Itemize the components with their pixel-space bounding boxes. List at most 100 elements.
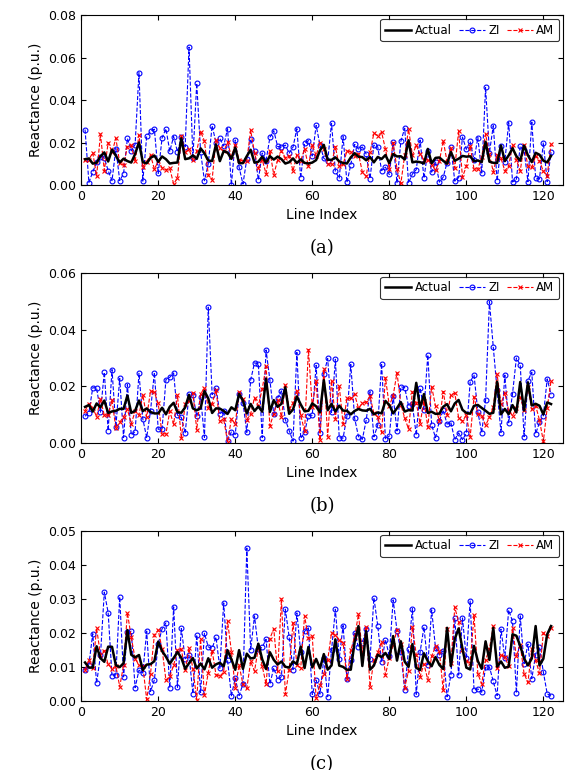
- Y-axis label: Reactance (p.u.): Reactance (p.u.): [29, 43, 43, 157]
- AM: [548, 624, 554, 633]
- AM: [82, 155, 89, 164]
- AM: [540, 628, 547, 638]
- AM: [343, 675, 350, 684]
- Text: (a): (a): [310, 239, 334, 257]
- Line: ZI: ZI: [82, 45, 553, 187]
- Actual: [340, 406, 347, 415]
- Line: AM: AM: [82, 347, 553, 444]
- AM: [190, 664, 197, 673]
- ZI: [486, 297, 493, 306]
- Actual: [340, 159, 347, 168]
- AM: [405, 125, 412, 134]
- ZI: [82, 412, 89, 421]
- Actual: [139, 665, 146, 675]
- ZI: [340, 434, 347, 443]
- Line: Actual: Actual: [85, 379, 551, 414]
- Line: Actual: Actual: [85, 139, 551, 164]
- Actual: [548, 621, 554, 631]
- ZI: [82, 666, 89, 675]
- ZI: [540, 138, 547, 147]
- Actual: [540, 654, 547, 664]
- AM: [193, 147, 200, 156]
- AM: [82, 406, 89, 415]
- Actual: [232, 406, 239, 415]
- Actual: [444, 159, 451, 169]
- Actual: [540, 410, 547, 419]
- Actual: [82, 155, 89, 164]
- Legend: Actual, ZI, AM: Actual, ZI, AM: [380, 19, 559, 42]
- ZI: [340, 621, 347, 630]
- AM: [190, 388, 197, 397]
- ZI: [186, 42, 193, 52]
- AM: [386, 653, 393, 662]
- ZI: [382, 635, 389, 644]
- Actual: [235, 645, 242, 654]
- AM: [386, 401, 393, 410]
- ZI: [289, 437, 296, 446]
- ZI: [548, 390, 554, 399]
- ZI: [232, 430, 239, 439]
- Actual: [178, 134, 185, 143]
- Line: ZI: ZI: [82, 546, 553, 699]
- Actual: [521, 654, 528, 663]
- AM: [521, 669, 528, 678]
- ZI: [232, 674, 239, 683]
- ZI: [521, 432, 528, 441]
- ZI: [386, 170, 393, 179]
- AM: [82, 665, 89, 675]
- AM: [193, 695, 200, 705]
- AM: [548, 377, 554, 386]
- ZI: [240, 179, 246, 189]
- ZI: [228, 180, 235, 189]
- AM: [540, 437, 547, 446]
- Text: (c): (c): [310, 755, 334, 770]
- Actual: [548, 400, 554, 409]
- ZI: [244, 544, 251, 553]
- ZI: [444, 692, 451, 701]
- Actual: [193, 154, 200, 163]
- ZI: [548, 691, 554, 701]
- AM: [340, 159, 347, 169]
- ZI: [190, 390, 197, 399]
- ZI: [343, 178, 350, 187]
- AM: [170, 179, 177, 189]
- AM: [343, 393, 350, 403]
- Legend: Actual, ZI, AM: Actual, ZI, AM: [380, 534, 559, 557]
- Line: AM: AM: [82, 127, 553, 186]
- ZI: [521, 146, 528, 155]
- ZI: [82, 125, 89, 134]
- ZI: [193, 79, 200, 88]
- Actual: [193, 664, 200, 673]
- Actual: [521, 141, 528, 150]
- X-axis label: Line Index: Line Index: [286, 209, 358, 223]
- Line: AM: AM: [82, 597, 553, 702]
- Y-axis label: Reactance (p.u.): Reactance (p.u.): [29, 301, 43, 415]
- Actual: [235, 159, 242, 168]
- ZI: [540, 411, 547, 420]
- AM: [521, 405, 528, 414]
- AM: [235, 387, 242, 397]
- Actual: [386, 400, 393, 410]
- AM: [521, 141, 528, 150]
- AM: [235, 156, 242, 165]
- Actual: [82, 402, 89, 411]
- ZI: [521, 659, 528, 668]
- Actual: [540, 156, 547, 166]
- AM: [235, 661, 242, 670]
- Y-axis label: Reactance (p.u.): Reactance (p.u.): [29, 559, 43, 673]
- Legend: Actual, ZI, AM: Actual, ZI, AM: [380, 276, 559, 300]
- Actual: [355, 621, 362, 631]
- ZI: [382, 435, 389, 444]
- ZI: [190, 689, 197, 698]
- X-axis label: Line Index: Line Index: [286, 724, 358, 738]
- AM: [305, 345, 312, 354]
- Actual: [382, 150, 389, 159]
- Line: Actual: Actual: [85, 626, 551, 670]
- Line: ZI: ZI: [82, 299, 553, 444]
- ZI: [548, 148, 554, 157]
- AM: [382, 145, 389, 154]
- Actual: [340, 662, 347, 671]
- AM: [224, 437, 231, 447]
- Actual: [263, 374, 270, 383]
- Actual: [521, 406, 528, 415]
